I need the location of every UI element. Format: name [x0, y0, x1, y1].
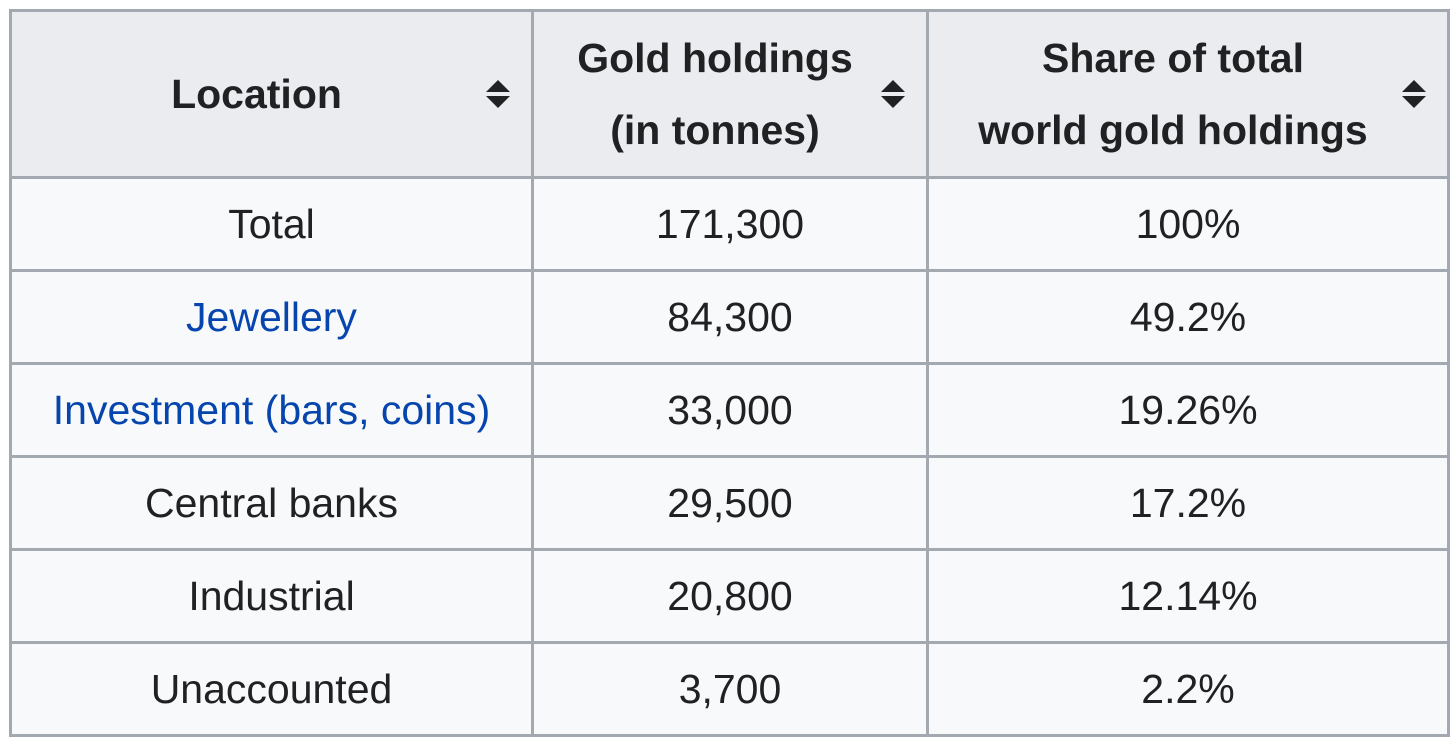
cell-location: Industrial: [9, 548, 534, 644]
header-gold-holdings-line1: Gold holdings: [577, 35, 853, 81]
table-container: Location Gold holdings (in tonnes): [9, 9, 1450, 737]
table-row: Central banks 29,500 17.2%: [9, 455, 1450, 551]
cell-share: 19.26%: [926, 362, 1450, 458]
header-gold-holdings-line2: (in tonnes): [610, 107, 820, 153]
cell-share: 100%: [926, 176, 1450, 272]
table-row: Industrial 20,800 12.14%: [9, 548, 1450, 644]
table-row: Total 171,300 100%: [9, 176, 1450, 272]
table-row: Investment (bars, coins) 33,000 19.26%: [9, 362, 1450, 458]
cell-tonnes: 84,300: [531, 269, 929, 365]
cell-tonnes: 29,500: [531, 455, 929, 551]
cell-share: 12.14%: [926, 548, 1450, 644]
cell-share: 17.2%: [926, 455, 1450, 551]
table-row: Jewellery 84,300 49.2%: [9, 269, 1450, 365]
sort-both-icon[interactable]: [485, 79, 511, 109]
cell-location: Central banks: [9, 455, 534, 551]
header-location[interactable]: Location: [9, 9, 534, 179]
cell-tonnes: 3,700: [531, 641, 929, 737]
location-text: Central banks: [145, 479, 398, 526]
jewellery-link[interactable]: Jewellery: [186, 293, 357, 340]
header-share-of-total[interactable]: Share of total world gold holdings: [926, 9, 1450, 179]
cell-tonnes: 171,300: [531, 176, 929, 272]
header-share-line1: Share of total: [1042, 35, 1304, 81]
cell-location: Total: [9, 176, 534, 272]
header-location-label: Location: [171, 71, 342, 117]
location-text: Total: [228, 200, 315, 247]
investment-link[interactable]: Investment (bars, coins): [52, 386, 491, 433]
sort-both-icon[interactable]: [1401, 79, 1427, 109]
location-text: Industrial: [188, 572, 355, 619]
cell-share: 49.2%: [926, 269, 1450, 365]
table-row: Unaccounted 3,700 2.2%: [9, 641, 1450, 737]
header-gold-holdings[interactable]: Gold holdings (in tonnes): [531, 9, 929, 179]
table-header-row: Location Gold holdings (in tonnes): [9, 9, 1450, 179]
cell-tonnes: 20,800: [531, 548, 929, 644]
cell-location: Investment (bars, coins): [9, 362, 534, 458]
cell-share: 2.2%: [926, 641, 1450, 737]
cell-location: Jewellery: [9, 269, 534, 365]
gold-holdings-table: Location Gold holdings (in tonnes): [9, 9, 1450, 737]
header-share-line2: world gold holdings: [978, 107, 1368, 153]
cell-tonnes: 33,000: [531, 362, 929, 458]
location-text: Unaccounted: [150, 665, 393, 712]
cell-location: Unaccounted: [9, 641, 534, 737]
sort-both-icon[interactable]: [880, 79, 906, 109]
